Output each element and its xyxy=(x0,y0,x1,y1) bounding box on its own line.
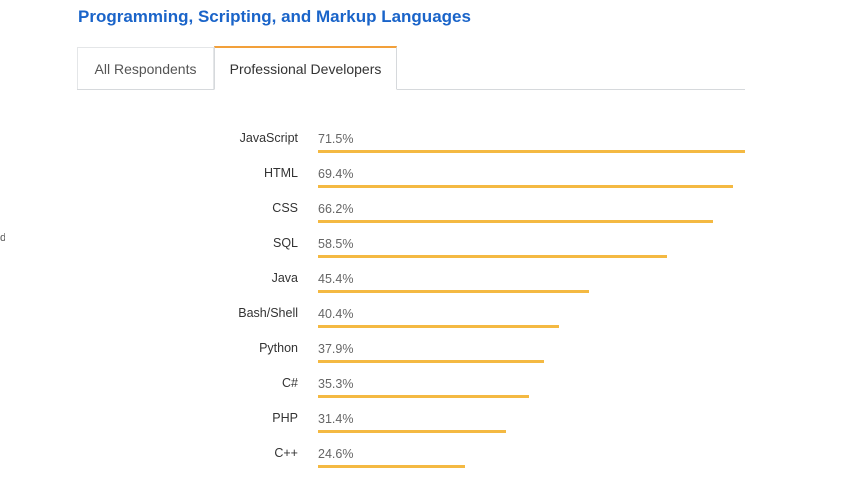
bar-python xyxy=(318,360,545,363)
bar-javascript xyxy=(318,150,745,153)
bar-java xyxy=(318,290,590,293)
value-label-css: 66.2% xyxy=(318,202,354,216)
bar-css xyxy=(318,220,714,223)
category-label-css: CSS xyxy=(272,201,298,215)
bar-sql xyxy=(318,255,668,258)
value-label-html: 69.4% xyxy=(318,167,354,181)
category-label-python: Python xyxy=(259,341,298,355)
value-label-c: 35.3% xyxy=(318,377,354,391)
category-label-java: Java xyxy=(271,271,298,285)
section-title: Programming, Scripting, and Markup Langu… xyxy=(78,7,471,26)
bar-php xyxy=(318,430,506,433)
bar-html xyxy=(318,185,733,188)
value-label-bash-shell: 40.4% xyxy=(318,307,354,321)
value-label-python: 37.9% xyxy=(318,342,354,356)
category-label-sql: SQL xyxy=(272,236,298,250)
value-label-sql: 58.5% xyxy=(318,237,354,251)
bar-bash-shell xyxy=(318,325,560,328)
category-label-javascript: JavaScript xyxy=(239,131,298,145)
category-label-c: C++ xyxy=(274,446,298,460)
category-label-html: HTML xyxy=(263,166,298,180)
value-label-javascript: 71.5% xyxy=(318,132,354,146)
value-label-c: 24.6% xyxy=(318,447,354,461)
clipped-text-fragment: d xyxy=(0,232,5,244)
category-label-c: C# xyxy=(282,376,298,390)
category-label-bash-shell: Bash/Shell xyxy=(238,306,298,320)
bar-c xyxy=(318,395,529,398)
value-label-java: 45.4% xyxy=(318,272,354,286)
tab-all-respondents[interactable]: All Respondents xyxy=(77,47,214,89)
bar-c xyxy=(318,465,465,468)
category-label-php: PHP xyxy=(272,411,298,425)
value-label-php: 31.4% xyxy=(318,412,354,426)
respondent-tabs: All Respondents Professional Developers xyxy=(77,46,745,90)
tab-professional-developers[interactable]: Professional Developers xyxy=(214,46,397,90)
